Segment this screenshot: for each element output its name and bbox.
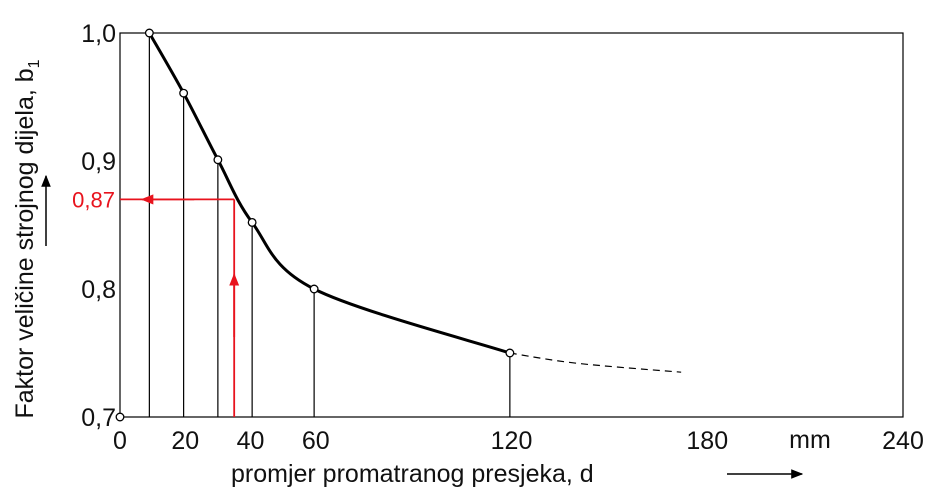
x-tick-label: 180 xyxy=(686,427,728,455)
x-tick-label: 0 xyxy=(113,427,127,455)
extrapolation-line xyxy=(509,352,682,373)
curve-point-marker xyxy=(179,88,189,98)
curve-point-marker xyxy=(309,284,319,294)
x-tick-labels: 0 20 40 60 120 180 240 xyxy=(113,427,924,455)
origin-marker xyxy=(115,412,125,422)
y-tick-label: 1,0 xyxy=(81,20,116,48)
x-axis-label: promjer promatranog presjeka, d xyxy=(231,460,594,488)
x-tick-label: 40 xyxy=(237,427,265,455)
drop-lines xyxy=(148,33,511,417)
y-axis-label-text: Faktor veličine strojnog dijela, b xyxy=(11,68,39,418)
y-tick-label: 0,9 xyxy=(81,148,116,176)
y-axis-label-subscript: 1 xyxy=(26,59,43,68)
x-unit-label: mm xyxy=(789,426,831,454)
y-tick-labels: 0,7 0,8 0,9 1,0 xyxy=(81,20,116,432)
curve-point-marker xyxy=(247,217,257,227)
curve-line xyxy=(148,32,511,355)
y-tick-label: 0,7 xyxy=(81,404,116,432)
curve-point-marker xyxy=(213,155,223,165)
curve-point-marker xyxy=(505,348,515,358)
x-tick-label: 60 xyxy=(302,427,330,455)
reading-value-label: 0,87 xyxy=(72,187,115,212)
reading-lines: 0,87 xyxy=(72,187,240,417)
y-tick-label: 0,8 xyxy=(81,276,116,304)
y-axis-label-group: Faktor veličine strojnog dijela, b1 xyxy=(11,59,43,418)
x-tick-label: 240 xyxy=(882,427,924,455)
curve-markers xyxy=(115,28,515,422)
curve-point-marker xyxy=(144,28,154,38)
plot-frame xyxy=(119,32,904,418)
x-tick-label: 20 xyxy=(171,427,199,455)
y-axis-label: Faktor veličine strojnog dijela, b1 xyxy=(11,59,43,418)
x-tick-label: 120 xyxy=(491,427,533,455)
